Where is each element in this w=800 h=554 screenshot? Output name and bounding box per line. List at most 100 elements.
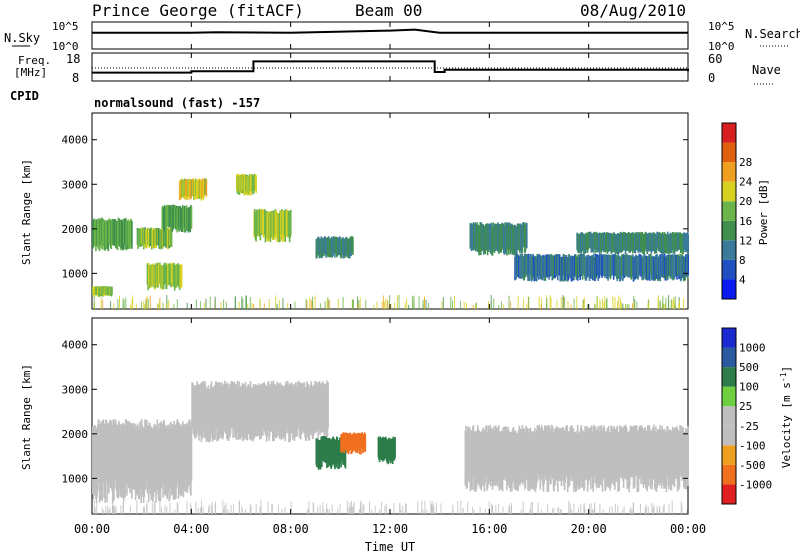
ground-scatter-215 [562, 295, 564, 309]
ground-scatter-124 [209, 296, 211, 309]
ground-scatter-12 [589, 503, 591, 514]
ground-scatter-218 [630, 507, 632, 514]
ground-scatter-136 [245, 296, 247, 309]
ground-scatter-143 [115, 507, 117, 514]
ground-scatter-158 [424, 500, 426, 514]
ground-scatter-17 [142, 506, 144, 514]
ground-scatter-211 [359, 502, 361, 514]
ground-scatter-81 [400, 509, 402, 514]
ground-scatter-32 [663, 504, 665, 514]
ground-scatter-137 [271, 506, 273, 514]
ground-scatter-10 [357, 296, 358, 309]
ground-scatter-107 [498, 504, 500, 514]
ground-scatter-173 [312, 296, 314, 309]
velocity-colorbar-tick: -25 [739, 420, 759, 433]
noise-line [92, 28, 688, 34]
ground-scatter-120 [614, 503, 616, 514]
ground-scatter-131 [267, 501, 269, 514]
ground-scatter-88 [640, 503, 641, 514]
ground-scatter-23 [328, 299, 330, 309]
ground-scatter-44 [141, 301, 142, 309]
ground-scatter-26 [290, 501, 292, 514]
ground-scatter-131 [358, 300, 360, 309]
date-title: 08/Aug/2010 [580, 1, 686, 20]
ground-scatter-205 [531, 502, 533, 514]
noise-right-tick-bottom: 10^0 [708, 40, 735, 53]
ground-scatter-19 [247, 303, 249, 309]
ground-scatter-46 [132, 295, 134, 309]
velocity-y-ticks: 1000 2000 3000 4000 [62, 339, 688, 485]
velocity-colorbar-label-sup: -1 [779, 372, 788, 382]
ground-scatter-197 [260, 508, 262, 514]
ground-scatter-212 [582, 302, 584, 309]
ground-scatter-200 [618, 295, 620, 309]
ground-scatter-200 [509, 504, 510, 514]
ground-scatter-62 [146, 296, 148, 309]
ground-scatter-82 [570, 304, 572, 309]
x-tick-label: 08:00 [273, 522, 309, 536]
ground-scatter-174 [123, 502, 124, 514]
ground-scatter-35 [202, 506, 204, 514]
freq-label: Freq. [18, 54, 51, 67]
ground-scatter-125 [263, 303, 265, 309]
ground-scatter-18 [353, 299, 354, 309]
ground-scatter-95 [629, 509, 631, 514]
ground-scatter-129 [503, 304, 505, 309]
ground-scatter-151 [241, 506, 243, 514]
ground-scatter-168 [576, 295, 578, 309]
ground-scatter-199 [490, 302, 492, 309]
ground-scatter-158 [670, 299, 672, 309]
power-colorbar-tick: 8 [739, 254, 746, 267]
ground-scatter-204 [365, 299, 367, 309]
ground-scatter-191 [94, 507, 96, 514]
scatter-strip-11-179 [687, 234, 689, 253]
velocity-ylabel: Slant Range [km] [20, 364, 33, 470]
ground-scatter-214 [647, 304, 649, 309]
ground-scatter-83 [609, 506, 611, 514]
noise-panel: N.Sky 10^5 10^0 10^5 10^0 N.Search [4, 20, 800, 53]
ground-scatter-14 [673, 297, 675, 309]
ground-scatter-128 [360, 500, 362, 514]
ground-scatter-209 [405, 503, 406, 514]
ground-scatter-171 [475, 304, 477, 309]
ground-scatter-213 [546, 298, 548, 309]
velocity-colorbar: 1000 500 100 25 -25 -100 -500 -1000 [721, 327, 772, 505]
ground-scatter-102 [425, 299, 427, 309]
cpid-text: normalsound (fast) -157 [94, 96, 260, 110]
freq-tick-top: 18 [66, 52, 80, 66]
ground-scatter-18 [537, 502, 539, 514]
ground-scatter-142 [251, 302, 253, 309]
ground-scatter-121 [245, 509, 246, 514]
power-colorbar-tick: 12 [739, 234, 752, 247]
ground-scatter-201 [324, 301, 326, 309]
ground-scatter-193 [621, 302, 622, 309]
ground-scatter-77 [553, 507, 555, 514]
ground-scatter-214 [374, 505, 376, 514]
ground-scatter-167 [593, 509, 595, 514]
ground-scatter-140 [661, 302, 663, 309]
freq-unit-label: [MHz] [14, 66, 47, 79]
ground-scatter-190 [590, 503, 592, 514]
ground-scatter-123 [510, 301, 511, 309]
scatter-strip-3-47 [190, 206, 193, 229]
ground-scatter-21 [143, 301, 145, 309]
ground-scatter-103 [326, 503, 328, 514]
ground-scatter-93 [131, 298, 133, 309]
colorbar-segment [722, 123, 736, 143]
ground-scatter-55 [606, 297, 608, 309]
ground-scatter-36 [352, 504, 354, 514]
ground-scatter-199 [511, 505, 512, 514]
ground-scatter-27 [498, 305, 500, 309]
freq-panel: Freq. [MHz] 18 8 60 0 Nave CPID normalso… [10, 52, 781, 110]
ground-scatter-84 [540, 509, 542, 514]
ground-scatter-184 [424, 297, 425, 309]
ground-scatter-63 [573, 504, 575, 514]
ground-scatter-73 [645, 508, 647, 514]
velocity-colorbar-tick: 1000 [739, 342, 766, 355]
ground-scatter-179 [502, 506, 504, 514]
ground-scatter-50 [239, 502, 240, 514]
ground-scatter-139 [389, 295, 391, 309]
ground-scatter-80 [487, 301, 489, 309]
ground-scatter-4 [211, 501, 213, 514]
velocity-colorbar-label-close: ] [780, 366, 793, 373]
